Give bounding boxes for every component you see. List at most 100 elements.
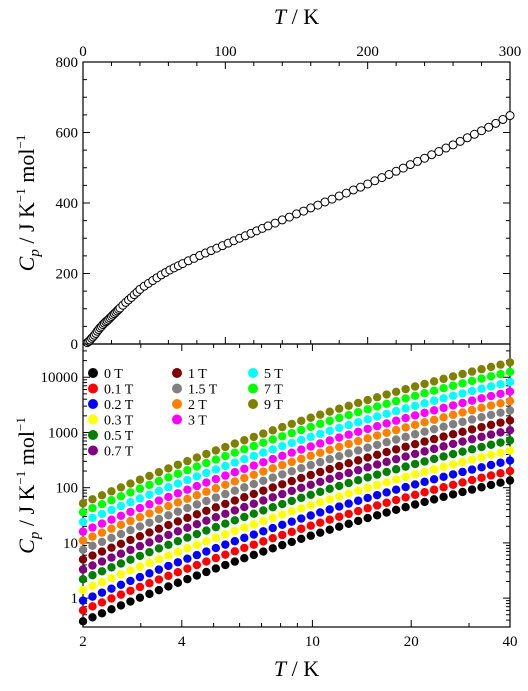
bottom-data-point: [221, 451, 230, 461]
bottom-data-point: [107, 524, 116, 533]
bottom-data-point: [145, 569, 154, 578]
bottom-data-point: [173, 507, 183, 516]
bottom-data-point: [278, 499, 287, 509]
legend-marker: [88, 445, 98, 456]
bottom-data-point: [316, 508, 325, 517]
bottom-data-point: [126, 566, 135, 575]
bottom-data-point: [325, 454, 334, 464]
bottom-data-point: [486, 401, 496, 410]
bottom-data-point: [297, 463, 306, 473]
bottom-data-point: [126, 516, 135, 526]
bottom-data-point: [287, 537, 296, 547]
bottom-data-point: [145, 480, 154, 490]
bottom-data-point: [202, 496, 211, 506]
bottom-data-point: [164, 492, 173, 502]
bottom-data-point: [287, 496, 296, 506]
bottom-data-point: [126, 498, 135, 507]
bottom-data-point: [230, 448, 240, 457]
top-data-point: [455, 136, 465, 146]
bottom-data-point: [88, 571, 97, 580]
bottom-data-point: [325, 515, 334, 524]
bottom-data-point: [496, 469, 505, 478]
bottom-data-point: [173, 489, 183, 498]
bottom-data-point: [88, 503, 97, 513]
bottom-data-point: [325, 436, 334, 445]
bottom-data-point: [353, 417, 363, 427]
bottom-data-point: [391, 495, 401, 505]
bottom-data-point: [486, 480, 496, 490]
bottom-data-point: [391, 454, 401, 464]
top-x-axis-title: T / K: [274, 4, 319, 29]
top-data-point: [469, 129, 479, 139]
bottom-data-point: [249, 479, 258, 489]
bottom-data-point: [439, 403, 448, 413]
bottom-data-point: [173, 547, 183, 557]
bottom-data-point: [439, 413, 448, 422]
legend-marker: [172, 399, 182, 409]
bottom-data-point: [382, 478, 391, 487]
bottom-data-point: [97, 598, 107, 607]
bottom-data-point: [183, 533, 192, 542]
bottom-data-point: [135, 531, 145, 541]
bottom-series-0-7-T: [78, 425, 515, 574]
bottom-data-point: [382, 498, 391, 507]
legend-marker: [88, 399, 98, 409]
bottom-data-point: [259, 467, 268, 476]
bottom-data-point: [135, 503, 145, 513]
bottom-data-point: [126, 507, 135, 517]
bottom-data-point: [353, 446, 363, 455]
bottom-data-point: [335, 413, 344, 423]
bottom-data-point: [268, 544, 277, 553]
bottom-data-point: [344, 410, 353, 420]
bottom-data-point: [391, 416, 401, 425]
bottom-x-tick-label: 4: [178, 634, 186, 650]
bottom-data-point: [458, 457, 467, 467]
bottom-series-0-5-T: [78, 436, 515, 584]
bottom-data-point: [107, 553, 116, 562]
bottom-data-point: [230, 496, 240, 505]
bottom-data-point: [420, 389, 429, 398]
bottom-data-point: [439, 492, 448, 502]
bottom-data-point: [135, 541, 145, 551]
bottom-data-point: [344, 401, 353, 411]
bottom-data-point: [439, 384, 448, 393]
bottom-data-point: [240, 502, 249, 512]
bottom-data-point: [135, 593, 145, 602]
bottom-data-point: [496, 408, 505, 417]
bottom-data-point: [287, 507, 296, 516]
bottom-data-point: [344, 489, 353, 498]
bottom-data-point: [335, 512, 344, 521]
bottom-data-point: [221, 442, 230, 452]
bottom-data-point: [88, 613, 97, 622]
bottom-data-point: [420, 467, 429, 476]
bottom-data-point: [135, 494, 145, 503]
bottom-data-point: [401, 452, 410, 461]
bottom-data-point: [211, 553, 221, 563]
bottom-data-point: [335, 452, 344, 461]
bottom-data-point: [202, 536, 211, 546]
bottom-data-point: [391, 445, 401, 454]
bottom-data-point: [249, 451, 258, 461]
bottom-data-point: [183, 574, 192, 584]
bottom-data-point: [410, 401, 420, 411]
bottom-data-point: [192, 550, 202, 560]
bottom-data-point: [486, 410, 496, 420]
bottom-data-point: [107, 563, 116, 572]
bottom-data-point: [240, 533, 249, 543]
bottom-data-point: [164, 483, 173, 492]
bottom-data-point: [372, 440, 382, 450]
bottom-data-point: [335, 423, 344, 433]
bottom-data-point: [477, 453, 486, 462]
top-y-tick-label: 800: [56, 55, 79, 71]
bottom-data-point: [363, 415, 372, 424]
bottom-data-point: [211, 564, 221, 573]
bottom-data-point: [325, 495, 334, 504]
bottom-data-point: [448, 381, 458, 390]
bottom-data-point: [391, 465, 401, 474]
bottom-data-point: [363, 434, 372, 443]
bottom-data-point: [278, 460, 287, 470]
bottom-data-point: [88, 495, 97, 504]
bottom-y-tick-label: 1: [71, 591, 79, 607]
bottom-data-point: [372, 490, 382, 500]
bottom-data-point: [448, 470, 458, 479]
